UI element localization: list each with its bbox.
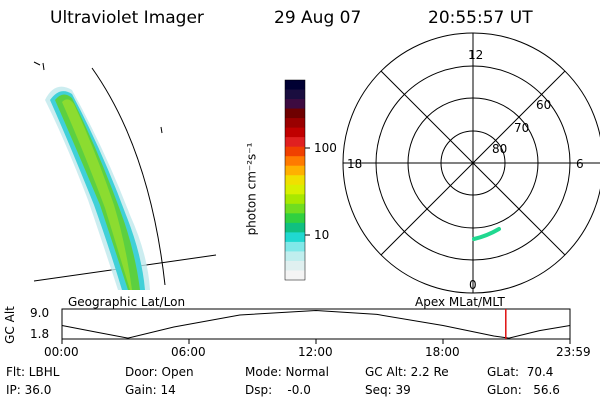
colorbar-tick-label: 100 — [314, 141, 337, 155]
polar-label-dawn: 6 — [576, 157, 584, 171]
colorbar-segment — [285, 108, 305, 119]
polar-ring-label-70: 70 — [514, 121, 530, 135]
colorbar-segment — [285, 156, 305, 167]
colorbar-segment — [285, 184, 305, 195]
colorbar-unit-label: photon cm⁻²s⁻¹ — [244, 142, 259, 236]
status-seq: Seq: 39 — [365, 383, 411, 397]
status-ip: IP: 36.0 — [6, 383, 52, 397]
status-dsp: Dsp: -0.0 — [245, 383, 311, 397]
alt-x-tick: 12:00 — [298, 345, 333, 359]
alt-y-tick: 1.8 — [30, 327, 50, 341]
status-glon: GLon: 56.6 — [487, 383, 560, 397]
colorbar-segment — [285, 146, 305, 157]
grid-mark — [160, 126, 163, 134]
geographic-image-panel — [33, 61, 217, 291]
alt-y-tick: 9.0 — [30, 306, 50, 320]
alt-axis-label: GC Alt — [2, 306, 17, 344]
colorbar-segment — [285, 80, 305, 91]
earth-limb — [91, 67, 166, 286]
colorbar-segment — [285, 251, 305, 262]
polar-label-dusk: 18 — [347, 157, 363, 171]
polar-auroral-emission — [472, 227, 501, 241]
altitude-plot — [61, 308, 571, 344]
alt-x-tick: 00:00 — [44, 345, 79, 359]
colorbar-segment — [285, 89, 305, 100]
status-mode: Mode: Normal — [245, 365, 329, 379]
status-filter: Flt: LBHL — [6, 365, 60, 379]
color-scale-bar — [285, 80, 305, 281]
colorbar-segment — [285, 175, 305, 186]
colorbar-segment — [285, 137, 305, 148]
colorbar-segment — [285, 241, 305, 252]
geographic-label: Geographic Lat/Lon — [68, 295, 186, 309]
polar-label-noon: 12 — [468, 48, 484, 62]
status-door: Door: Open — [125, 365, 194, 379]
alt-x-tick: 06:00 — [171, 345, 206, 359]
alt-x-tick: 18:00 — [425, 345, 460, 359]
status-gc-alt: GC Alt: 2.2 Re — [365, 365, 449, 379]
colorbar-segment — [285, 222, 305, 233]
observation-date: 29 Aug 07 — [274, 8, 362, 28]
colorbar-segment — [285, 232, 305, 243]
colorbar-segment — [285, 203, 305, 214]
grid-mark — [33, 61, 41, 66]
colorbar-tick-label: 10 — [314, 228, 330, 242]
colorbar-segment — [285, 99, 305, 110]
auroral-oval-image — [45, 86, 150, 291]
grid-mark — [42, 62, 45, 71]
observation-time: 20:55:57 UT — [428, 8, 533, 28]
colorbar-segment — [285, 118, 305, 129]
polar-ring-label-80: 80 — [492, 142, 508, 156]
colorbar-segment — [285, 194, 305, 205]
colorbar-segment — [285, 260, 305, 271]
color-bar-frame — [284, 79, 306, 281]
colorbar-segment — [285, 213, 305, 224]
colorbar-segment — [285, 270, 305, 281]
colorbar-segment — [285, 127, 305, 138]
status-glat: GLat: 70.4 — [487, 365, 554, 379]
polar-ring-label-60: 60 — [536, 98, 552, 112]
polar-label-midnight: 0 — [469, 278, 477, 292]
apex-label: Apex MLat/MLT — [415, 295, 505, 309]
colorbar-segment — [285, 165, 305, 176]
polar-mlt-plot — [342, 32, 600, 294]
alt-x-tick: 23:59 — [556, 345, 591, 359]
instrument-title: Ultraviolet Imager — [50, 8, 204, 28]
status-gain: Gain: 14 — [125, 383, 176, 397]
